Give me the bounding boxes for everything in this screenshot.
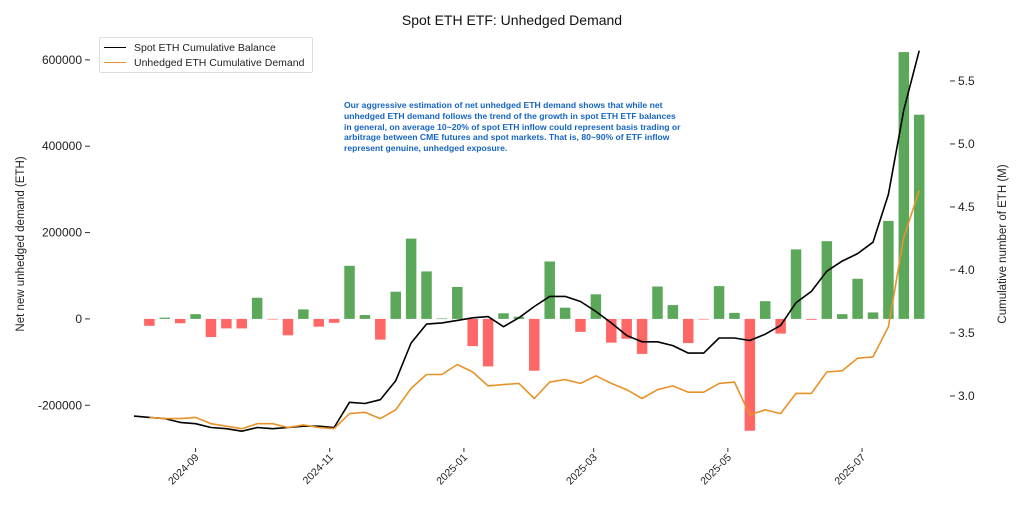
bar	[636, 318, 648, 354]
x-tick-label: 2025-05	[698, 452, 734, 488]
bar	[267, 318, 278, 320]
bar	[405, 238, 417, 319]
legend-item-spot-balance: Spot ETH Cumulative Balance	[104, 40, 276, 55]
bar	[221, 318, 232, 329]
bar	[436, 318, 448, 320]
bar	[836, 314, 848, 319]
bar	[282, 318, 294, 336]
bar	[606, 318, 617, 343]
bar	[529, 318, 540, 371]
right-tick-label: 3.0	[958, 389, 975, 403]
bar	[359, 315, 371, 319]
left-tick-label: 0	[75, 312, 82, 326]
left-axis-label: Net new unhedged demand (ETH)	[15, 156, 27, 331]
left-tick-label: -200000	[38, 398, 82, 412]
bar	[544, 261, 555, 319]
right-tick-label: 5.0	[958, 137, 975, 151]
bar	[498, 313, 509, 319]
bar	[344, 265, 355, 319]
lines-group	[133, 50, 920, 432]
bar	[390, 291, 401, 319]
bar	[313, 318, 324, 327]
bar	[575, 318, 586, 332]
x-tick-label: 2025-01	[434, 452, 470, 488]
bar	[621, 318, 632, 339]
bar	[467, 318, 478, 347]
bar	[251, 297, 263, 319]
bar	[698, 318, 709, 320]
right-tick-label: 3.5	[958, 326, 975, 340]
legend-swatch-black	[104, 47, 126, 48]
legend-label: Spot ETH Cumulative Balance	[134, 41, 276, 54]
legend-swatch-orange	[104, 62, 126, 63]
right-tick-label: 4.0	[958, 263, 975, 277]
bar	[852, 278, 863, 319]
bar	[190, 314, 201, 319]
bar	[174, 318, 186, 324]
unhedged-demand-line	[149, 190, 920, 430]
left-tick-label: 400000	[42, 139, 82, 153]
x-tick-label: 2025-07	[832, 452, 868, 488]
x-tick-label: 2024-09	[166, 452, 202, 488]
bar	[790, 249, 802, 319]
bar	[652, 286, 663, 319]
bar	[744, 318, 756, 431]
bar	[913, 114, 925, 319]
bar	[236, 318, 248, 329]
bar	[806, 318, 817, 320]
bar	[298, 309, 309, 319]
right-axis-label: Cumulative number of ETH (M)	[997, 164, 1009, 323]
bar	[713, 286, 725, 319]
x-tick-label: 2024-11	[301, 452, 336, 487]
spot-balance-line	[133, 50, 920, 432]
legend: Spot ETH Cumulative Balance Unhedged ETH…	[99, 37, 313, 73]
bar	[883, 220, 894, 319]
legend-item-unhedged-demand: Unhedged ETH Cumulative Demand	[104, 55, 304, 70]
bar	[328, 318, 340, 323]
bar	[667, 305, 679, 319]
bar	[452, 286, 463, 319]
bar	[375, 318, 386, 340]
left-tick-label: 200000	[42, 226, 82, 240]
bar	[821, 241, 833, 319]
bar	[144, 318, 155, 326]
right-tick-label: 5.5	[958, 74, 975, 88]
legend-label: Unhedged ETH Cumulative Demand	[134, 56, 305, 69]
bar	[159, 317, 171, 319]
right-tick-label: 4.5	[958, 200, 975, 214]
bar	[590, 294, 602, 319]
bar	[759, 301, 771, 319]
bar	[867, 312, 879, 319]
bar	[559, 307, 571, 319]
bar	[421, 271, 432, 319]
annotation-text: Our aggressive estimation of net unhedge…	[344, 100, 681, 154]
left-tick-label: 600000	[42, 53, 82, 67]
bar	[683, 318, 694, 344]
bar	[205, 318, 217, 338]
bar	[729, 312, 740, 319]
x-tick-label: 2025-03	[564, 452, 600, 488]
chart-title: Spot ETH ETF: Unhedged Demand	[402, 12, 622, 28]
bar	[898, 52, 910, 319]
bar	[482, 318, 494, 367]
